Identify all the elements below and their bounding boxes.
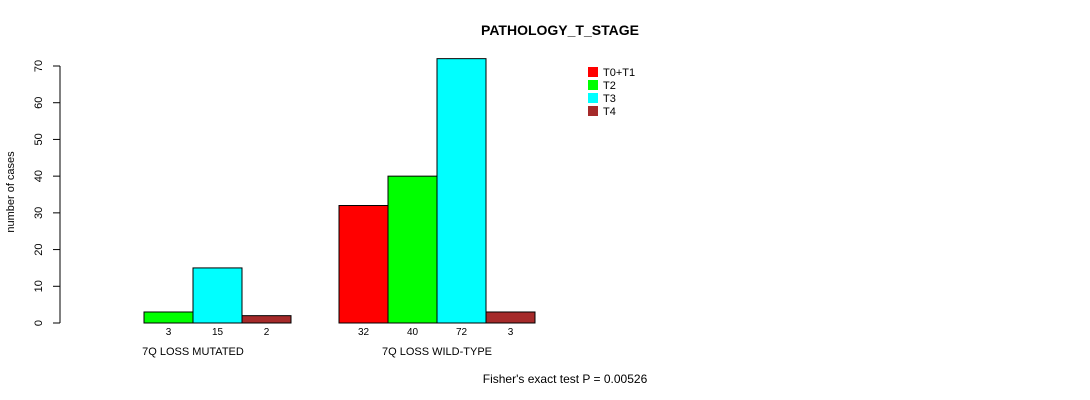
bar-count-label: 3 (166, 327, 172, 338)
legend-label: T4 (603, 106, 616, 118)
bar (387, 175, 438, 324)
legend-swatch (588, 93, 598, 103)
bar-count-label: 2 (264, 327, 270, 338)
y-tick-label: 50 (33, 133, 45, 145)
fisher-test-footer: Fisher's exact test P = 0.00526 (482, 372, 648, 386)
bar (143, 311, 194, 324)
bar-count-label: 15 (212, 327, 224, 338)
bar-count-label: 40 (407, 327, 419, 338)
bar-count-label: 3 (508, 327, 514, 338)
y-tick-label: 0 (33, 320, 45, 326)
y-axis-label: number of cases (5, 151, 17, 233)
y-tick-label: 30 (33, 207, 45, 219)
y-tick-label: 60 (33, 97, 45, 109)
bar (338, 205, 389, 324)
legend-swatch (588, 106, 598, 116)
y-axis: 0 10 20 30 40 50 60 70 (33, 60, 61, 326)
legend-label: T3 (603, 93, 616, 105)
bar (192, 267, 243, 324)
bar (436, 58, 487, 324)
group-label: 7Q LOSS MUTATED (142, 346, 244, 358)
group-label: 7Q LOSS WILD-TYPE (382, 346, 492, 358)
bar-count-label: 72 (456, 327, 468, 338)
legend-label: T2 (603, 80, 616, 92)
bar-count-label: 32 (358, 327, 370, 338)
bars (143, 58, 536, 324)
y-tick-label: 10 (33, 280, 45, 292)
count-labels: 3 15 2 32 40 72 3 (166, 327, 514, 338)
bar (241, 315, 292, 324)
bar (485, 311, 536, 324)
chart-title: PATHOLOGY_T_STAGE (481, 22, 639, 38)
legend-swatch (588, 67, 598, 77)
y-tick-label: 20 (33, 243, 45, 255)
y-tick-label: 70 (33, 60, 45, 72)
legend-swatch (588, 80, 598, 90)
y-tick-label: 40 (33, 170, 45, 182)
group-labels: 7Q LOSS MUTATED 7Q LOSS WILD-TYPE (142, 346, 492, 358)
legend-label: T0+T1 (603, 67, 635, 79)
